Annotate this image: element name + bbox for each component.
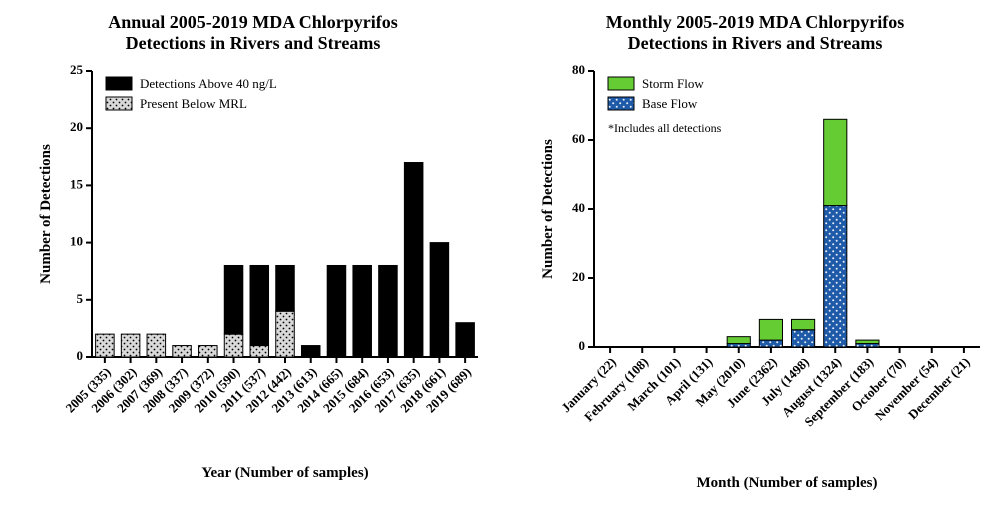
svg-text:15: 15 bbox=[70, 177, 84, 192]
left-chart: 05101520252005 (335)2006 (302)2007 (369)… bbox=[18, 57, 488, 487]
left-title-line2: Detections in Rivers and Streams bbox=[126, 33, 381, 53]
left-title: Annual 2005-2019 MDA Chlorpyrifos Detect… bbox=[18, 12, 488, 53]
svg-text:60: 60 bbox=[572, 131, 585, 146]
left-panel: Annual 2005-2019 MDA Chlorpyrifos Detect… bbox=[18, 0, 488, 487]
svg-text:Detections Above 40 ng/L: Detections Above 40 ng/L bbox=[140, 76, 277, 91]
page: Annual 2005-2019 MDA Chlorpyrifos Detect… bbox=[0, 0, 1000, 508]
right-title: Monthly 2005-2019 MDA Chlorpyrifos Detec… bbox=[520, 12, 990, 53]
svg-text:Storm Flow: Storm Flow bbox=[642, 76, 704, 91]
svg-text:Number of Detections: Number of Detections bbox=[38, 144, 54, 284]
svg-text:Base Flow: Base Flow bbox=[642, 96, 698, 111]
svg-text:*Includes all detections: *Includes all detections bbox=[608, 121, 722, 135]
right-panel: Monthly 2005-2019 MDA Chlorpyrifos Detec… bbox=[520, 0, 990, 497]
svg-text:10: 10 bbox=[70, 234, 83, 249]
svg-text:0: 0 bbox=[77, 348, 84, 363]
svg-text:25: 25 bbox=[70, 62, 84, 77]
right-chart: 020406080January (22)February (108)March… bbox=[520, 57, 990, 497]
right-title-line2: Detections in Rivers and Streams bbox=[628, 33, 883, 53]
svg-text:Year (Number of samples): Year (Number of samples) bbox=[201, 465, 368, 481]
left-title-line1: Annual 2005-2019 MDA Chlorpyrifos bbox=[108, 12, 398, 32]
svg-text:40: 40 bbox=[572, 200, 585, 215]
svg-text:Number of Detections: Number of Detections bbox=[540, 139, 556, 279]
svg-text:20: 20 bbox=[572, 269, 585, 284]
right-title-line1: Monthly 2005-2019 MDA Chlorpyrifos bbox=[606, 12, 905, 32]
svg-text:0: 0 bbox=[579, 338, 586, 353]
svg-text:5: 5 bbox=[77, 291, 84, 306]
svg-text:Present Below MRL: Present Below MRL bbox=[140, 96, 247, 111]
svg-text:20: 20 bbox=[70, 120, 83, 135]
svg-text:Month (Number of samples): Month (Number of samples) bbox=[697, 475, 878, 491]
svg-text:80: 80 bbox=[572, 62, 585, 77]
